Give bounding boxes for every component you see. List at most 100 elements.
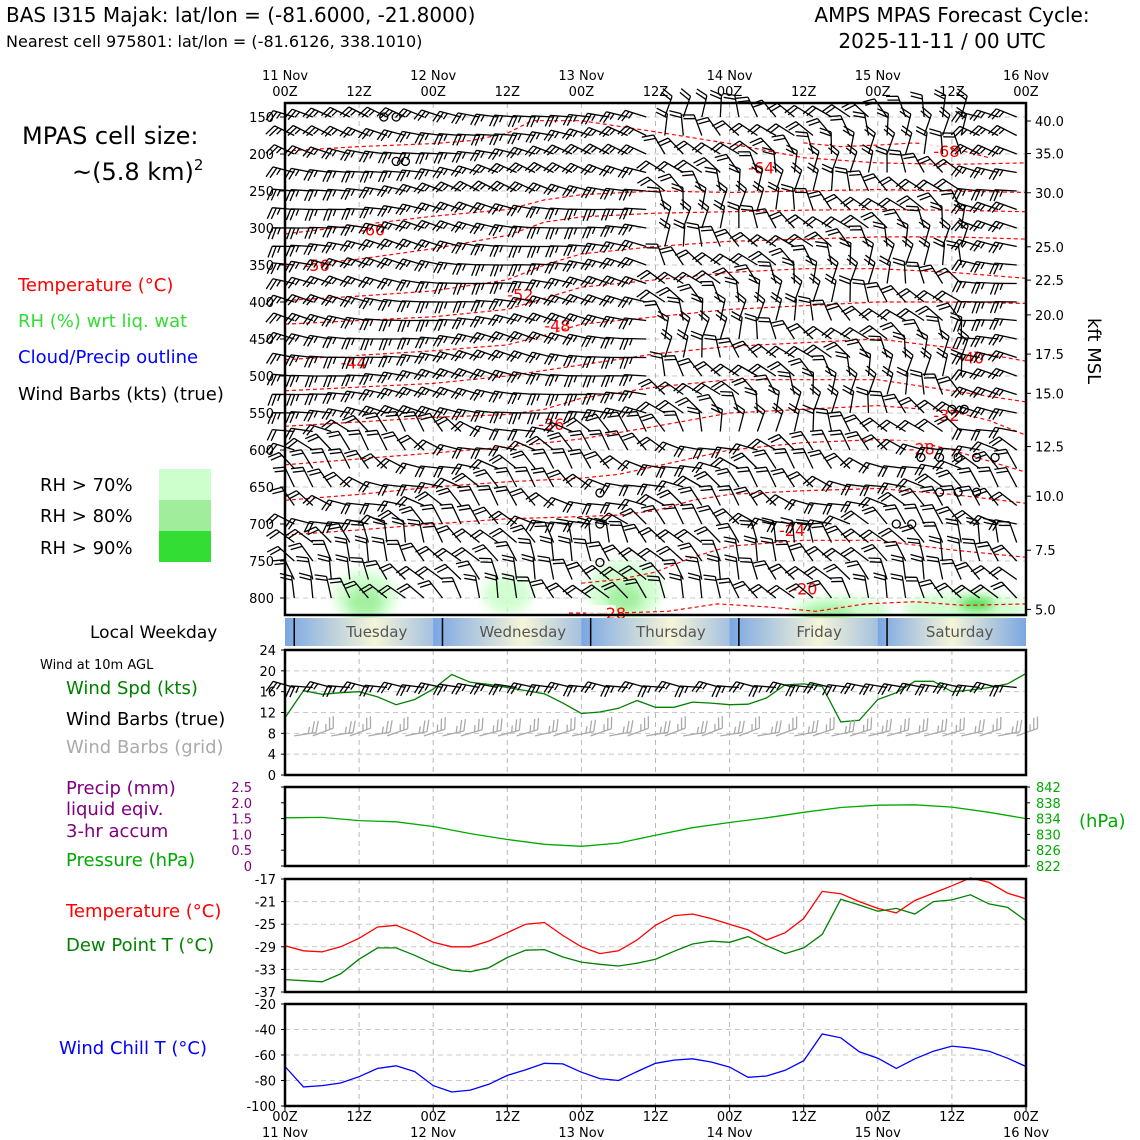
wind-barb [283, 293, 314, 306]
wind-barb [697, 199, 710, 229]
wind-barb [286, 393, 313, 406]
wind-barb [599, 502, 628, 515]
wind-barb [524, 182, 554, 194]
wind-barb [507, 132, 536, 145]
wind-barb [898, 487, 925, 506]
wind-barb [525, 206, 554, 219]
wind-barb [953, 199, 966, 229]
wind-barb [690, 330, 703, 358]
wind-barb [617, 239, 647, 252]
wind-barb [909, 369, 925, 395]
wind-barb [285, 189, 313, 202]
wind-barb [279, 572, 295, 599]
wind-barb [821, 327, 851, 340]
wind-barb [418, 412, 444, 432]
wind-barb [918, 236, 931, 266]
wind-barb [265, 352, 295, 365]
wind-barb [599, 566, 629, 581]
wind-barb [376, 387, 406, 400]
wind-barb [859, 484, 888, 497]
wind-barb [990, 544, 1018, 562]
wind-barb [617, 275, 647, 288]
wind-barb [398, 505, 425, 525]
wind-barb [371, 536, 388, 562]
wind-barb [969, 406, 999, 419]
pressure-tick-label: 800 [249, 592, 274, 607]
wind-barb [587, 429, 610, 451]
wind-barb [935, 469, 962, 488]
wind-barb [617, 296, 647, 309]
wind-barb [730, 310, 743, 340]
surface-grid-barb [534, 719, 559, 737]
wind-barb [396, 337, 424, 350]
wind-barb [506, 313, 536, 325]
wind-barb [676, 329, 689, 358]
wind-barb [914, 290, 943, 303]
wind-barb [545, 227, 573, 240]
wind-barb [304, 355, 332, 368]
wind-barb [413, 368, 443, 381]
wind-barb [451, 317, 480, 330]
top-hour-label: 12Z [939, 85, 965, 100]
wind-barb [545, 411, 573, 424]
wind-barb [290, 466, 314, 488]
wind-barb [415, 545, 443, 562]
wind-barb [506, 146, 536, 159]
wind-barb [969, 441, 999, 453]
wind-barb [879, 321, 907, 340]
wind-barb [488, 444, 517, 457]
wind-barb [339, 240, 369, 252]
surface-wind-barb [265, 680, 295, 693]
wind-barb [825, 302, 851, 321]
wind-barb [451, 472, 480, 488]
isotherm-label-bg [734, 159, 765, 178]
wind-barb [526, 115, 554, 128]
wind-barb [655, 399, 684, 414]
profile-calm-markers [379, 112, 1000, 568]
wind-barb [821, 163, 834, 192]
wind-barb [581, 335, 610, 348]
wind-barb [890, 554, 907, 580]
wind-barb [988, 436, 1018, 451]
wind-barb [752, 449, 777, 469]
pressure-tick-label: 550 [249, 407, 274, 422]
kft-tick-label: 17.5 [1035, 348, 1064, 363]
surface-wind-barb [580, 681, 610, 694]
wind-barb [785, 121, 814, 137]
surface-wind-barb [691, 680, 721, 693]
wind-barb [791, 448, 814, 469]
wind-barb [599, 407, 628, 420]
wind-barb [772, 448, 795, 469]
wind-barb [768, 211, 795, 229]
wind-barb [413, 219, 443, 232]
wind-barb [952, 319, 980, 332]
wind-barb [840, 510, 869, 525]
wind-barb [987, 387, 1017, 399]
wind-barb [470, 133, 499, 146]
wind-barb [844, 430, 870, 451]
wind-barb [524, 145, 554, 157]
wind-barb [581, 502, 610, 515]
wind-barb [747, 363, 777, 377]
wind-barb [915, 305, 944, 321]
weekday-strip: Tuesday Wednesday Thursday Friday Saturday [285, 618, 1026, 646]
wind-barb [507, 392, 536, 405]
chill-ytick-label: -20 [255, 998, 276, 1013]
wind-barb [451, 150, 480, 163]
isotherm-line [284, 301, 1027, 361]
wind-barb [358, 405, 388, 418]
wind-barb [618, 188, 647, 201]
wind-barb [840, 546, 869, 562]
wind-barb [951, 187, 980, 200]
surface-wind-barb [711, 685, 739, 698]
wind-barb [395, 496, 425, 508]
calm-marker [891, 519, 901, 529]
wind-barb [617, 406, 647, 418]
wind-barb [807, 162, 819, 192]
wind-barb [771, 134, 795, 155]
wind-barb [780, 183, 796, 210]
surface-grid-barb [646, 720, 671, 737]
wind-barb [698, 485, 721, 506]
wind-barb [284, 167, 313, 180]
